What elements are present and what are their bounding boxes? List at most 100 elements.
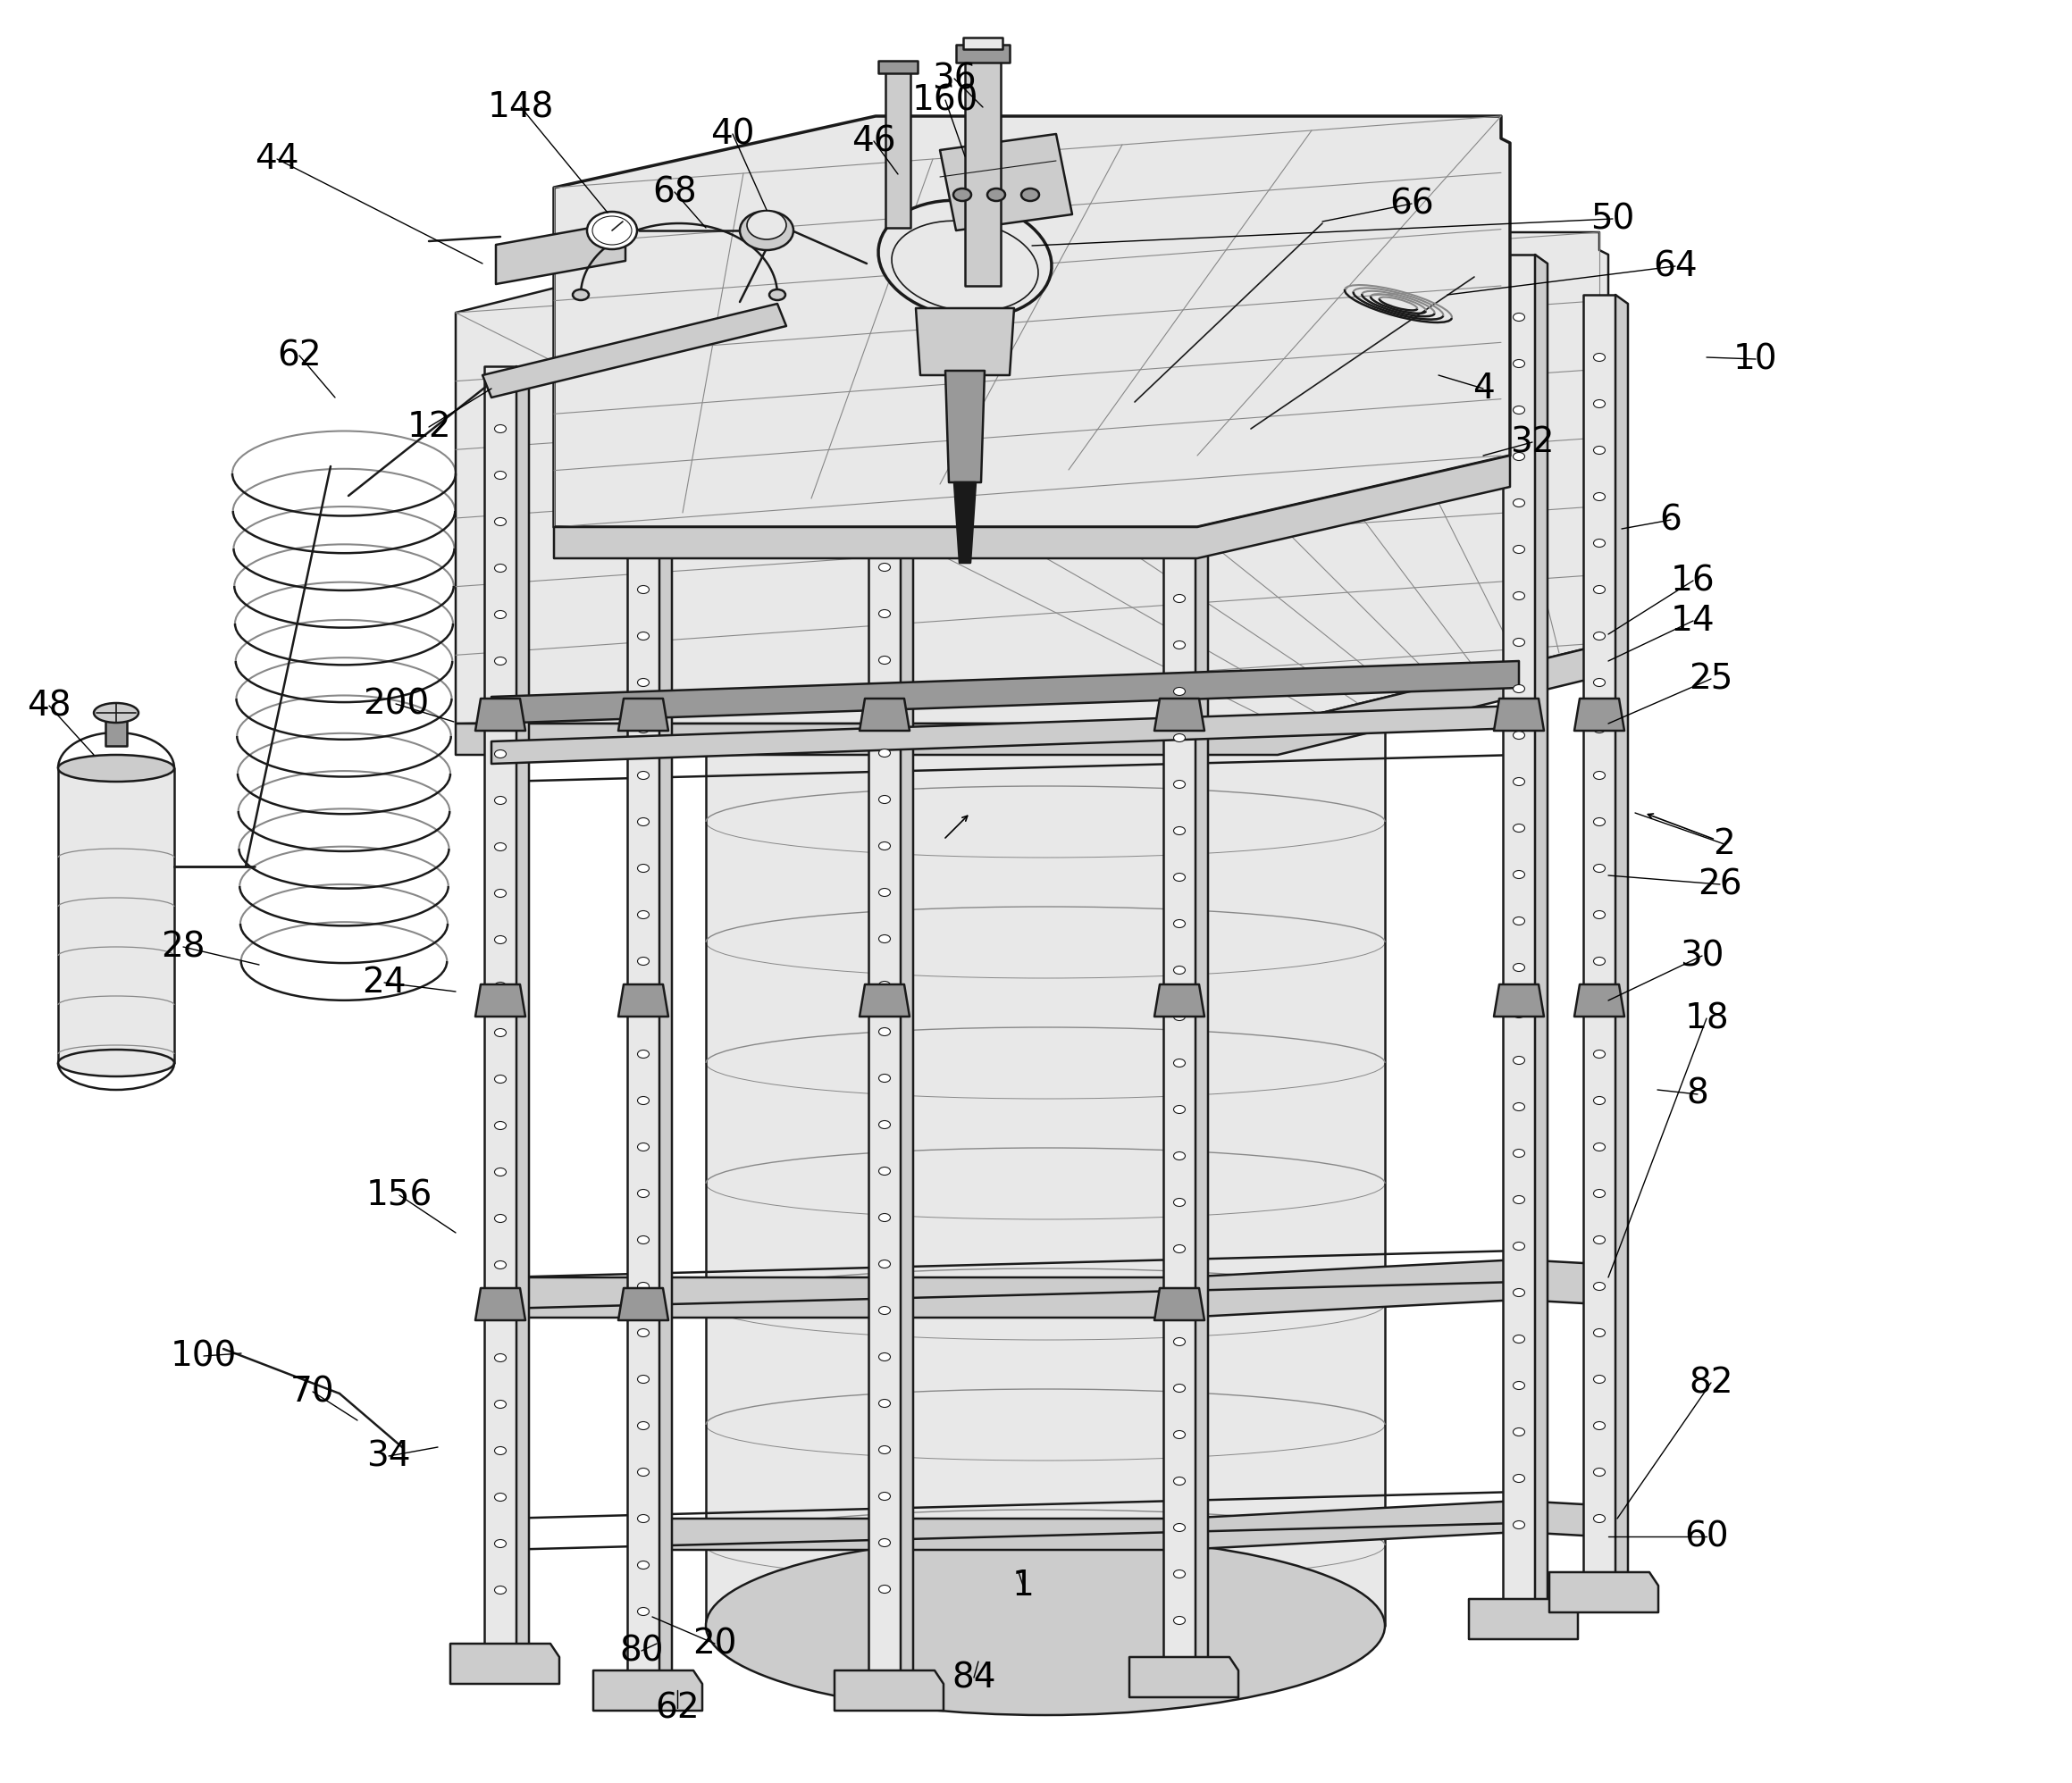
Ellipse shape <box>1173 594 1185 603</box>
Ellipse shape <box>879 795 891 804</box>
Ellipse shape <box>638 957 649 965</box>
Polygon shape <box>860 699 910 731</box>
Ellipse shape <box>879 1585 891 1594</box>
Polygon shape <box>1616 294 1629 1582</box>
Polygon shape <box>474 699 526 731</box>
Ellipse shape <box>93 703 139 722</box>
Polygon shape <box>955 45 1009 62</box>
Text: 68: 68 <box>653 175 696 209</box>
Ellipse shape <box>879 1261 891 1268</box>
Ellipse shape <box>638 865 649 872</box>
Polygon shape <box>955 483 976 563</box>
Ellipse shape <box>495 936 506 943</box>
Ellipse shape <box>879 1214 891 1221</box>
Ellipse shape <box>1593 399 1606 408</box>
Ellipse shape <box>1513 1428 1525 1435</box>
Ellipse shape <box>1513 916 1525 925</box>
Ellipse shape <box>1593 353 1606 362</box>
Ellipse shape <box>638 1562 649 1569</box>
Ellipse shape <box>1513 592 1525 599</box>
Ellipse shape <box>1173 966 1185 974</box>
Ellipse shape <box>495 610 506 619</box>
Ellipse shape <box>1593 1514 1606 1523</box>
Polygon shape <box>516 366 528 1653</box>
Ellipse shape <box>1513 1196 1525 1204</box>
Ellipse shape <box>1513 824 1525 833</box>
Ellipse shape <box>1593 772 1606 779</box>
Ellipse shape <box>879 332 891 339</box>
Ellipse shape <box>1173 920 1185 927</box>
Ellipse shape <box>1173 1245 1185 1253</box>
Ellipse shape <box>1593 1328 1606 1337</box>
Polygon shape <box>916 308 1013 374</box>
Ellipse shape <box>495 471 506 480</box>
Text: 200: 200 <box>363 686 429 720</box>
Polygon shape <box>868 273 901 1671</box>
Ellipse shape <box>1173 1013 1185 1020</box>
Text: 10: 10 <box>1734 342 1778 376</box>
Text: 100: 100 <box>170 1339 236 1373</box>
Ellipse shape <box>879 1353 891 1360</box>
Text: 66: 66 <box>1390 187 1434 221</box>
Polygon shape <box>1469 1599 1579 1639</box>
Text: 26: 26 <box>1697 867 1743 902</box>
Ellipse shape <box>1513 360 1525 367</box>
Ellipse shape <box>1173 1571 1185 1578</box>
Ellipse shape <box>1593 1467 1606 1476</box>
Ellipse shape <box>879 749 891 758</box>
Polygon shape <box>966 50 1001 285</box>
Ellipse shape <box>1513 1056 1525 1064</box>
Ellipse shape <box>1173 827 1185 834</box>
Ellipse shape <box>1173 1476 1185 1485</box>
Ellipse shape <box>879 1492 891 1500</box>
Text: 62: 62 <box>278 339 321 373</box>
Ellipse shape <box>1513 777 1525 786</box>
Text: 8: 8 <box>1687 1077 1709 1111</box>
Text: 82: 82 <box>1689 1366 1732 1400</box>
Polygon shape <box>456 232 1608 724</box>
Ellipse shape <box>986 189 1005 201</box>
Polygon shape <box>1162 303 1196 1656</box>
Ellipse shape <box>1593 957 1606 965</box>
Ellipse shape <box>1593 1004 1606 1011</box>
Polygon shape <box>1575 984 1624 1016</box>
Ellipse shape <box>1593 1143 1606 1152</box>
Ellipse shape <box>1173 455 1185 464</box>
Ellipse shape <box>495 797 506 804</box>
Polygon shape <box>1154 1287 1204 1319</box>
Ellipse shape <box>1513 638 1525 645</box>
Ellipse shape <box>1173 1105 1185 1113</box>
Ellipse shape <box>1593 1097 1606 1104</box>
Ellipse shape <box>638 1236 649 1245</box>
Polygon shape <box>642 1501 1600 1549</box>
Ellipse shape <box>495 424 506 433</box>
Ellipse shape <box>1173 1198 1185 1207</box>
Polygon shape <box>1129 1656 1239 1697</box>
Text: 24: 24 <box>363 966 406 1000</box>
Ellipse shape <box>1173 1384 1185 1393</box>
Ellipse shape <box>879 981 891 990</box>
Polygon shape <box>58 768 174 1063</box>
Ellipse shape <box>638 399 649 408</box>
Ellipse shape <box>638 585 649 594</box>
Ellipse shape <box>638 446 649 455</box>
Text: 30: 30 <box>1680 940 1724 974</box>
Polygon shape <box>499 1259 1600 1318</box>
Ellipse shape <box>1513 1150 1525 1157</box>
Polygon shape <box>1550 1573 1658 1612</box>
Polygon shape <box>1154 699 1204 731</box>
Ellipse shape <box>1513 453 1525 460</box>
Ellipse shape <box>1593 446 1606 455</box>
Ellipse shape <box>1173 1617 1185 1624</box>
Ellipse shape <box>638 726 649 733</box>
Ellipse shape <box>879 656 891 663</box>
Text: 36: 36 <box>932 62 976 96</box>
Text: 2: 2 <box>1714 827 1736 861</box>
Text: 16: 16 <box>1670 563 1716 597</box>
Ellipse shape <box>879 517 891 524</box>
Polygon shape <box>1583 294 1616 1573</box>
Ellipse shape <box>495 1029 506 1036</box>
Polygon shape <box>553 116 1510 528</box>
Text: 44: 44 <box>255 143 298 177</box>
Ellipse shape <box>495 704 506 711</box>
